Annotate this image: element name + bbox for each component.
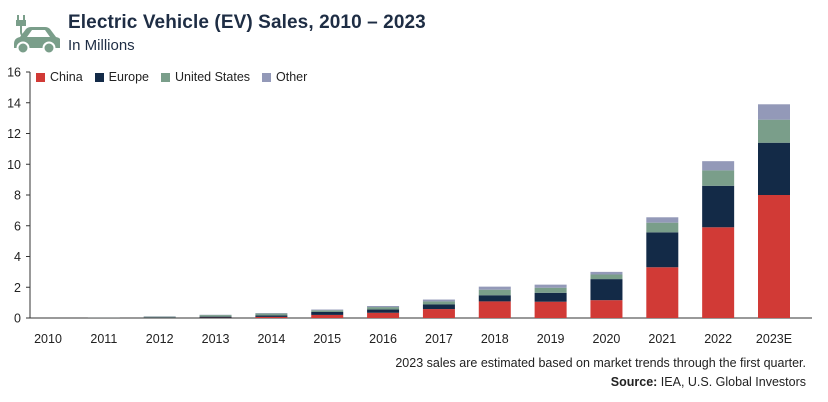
legend-label-united-states: United States (174, 70, 251, 84)
x-tick-label: 2017 (425, 332, 453, 346)
legend-item-united-states: United States (160, 70, 251, 84)
bar-segment-other (758, 104, 790, 120)
electric-car-charging-icon (14, 15, 60, 55)
legend-swatch-other (262, 72, 272, 82)
bar-segment-china (534, 301, 567, 318)
y-tick-label: 6 (14, 219, 21, 233)
source-text: IEA, U.S. Global Investors (660, 375, 806, 389)
bar-segment-europe (534, 292, 567, 302)
bar-segment-other (367, 306, 400, 308)
bar-segment-europe (311, 312, 344, 315)
y-tick-label: 4 (14, 250, 21, 264)
bar-segment-united-states (534, 287, 567, 293)
x-tick-label: 2013 (202, 332, 230, 346)
chart-header: Electric Vehicle (EV) Sales, 2010 – 2023… (8, 10, 426, 56)
bar-segment-other (478, 286, 511, 290)
y-tick-label: 10 (7, 158, 21, 172)
source-label: Source: (610, 375, 658, 389)
bar-segment-china (367, 312, 400, 318)
x-tick-label: 2018 (481, 332, 509, 346)
bar-segment-china (311, 314, 344, 318)
legend-item-china: China (36, 70, 83, 84)
legend-item-europe: Europe (94, 70, 149, 84)
bar-segment-china (646, 267, 679, 318)
x-tick-label: 2021 (648, 332, 676, 346)
x-tick-label: 2019 (537, 332, 565, 346)
chart-footnote: 2023 sales are estimated based on market… (395, 356, 806, 370)
legend-item-other: Other (262, 70, 307, 84)
y-tick-label: 2 (14, 281, 21, 295)
legend-label-china: China (50, 70, 83, 84)
bar-segment-other (702, 161, 735, 171)
x-tick-label: 2014 (257, 332, 285, 346)
chart-title: Electric Vehicle (EV) Sales, 2010 – 2023 (68, 12, 426, 33)
bar-segment-united-states (199, 315, 232, 317)
chart-subtitle: In Millions (68, 37, 135, 54)
bar-segment-united-states (143, 316, 176, 318)
x-tick-label: 2012 (146, 332, 174, 346)
x-tick-label: 2023E (756, 332, 792, 346)
legend-swatch-united-states (160, 72, 170, 82)
bar-segment-china (758, 195, 790, 318)
bar-segment-united-states (478, 289, 511, 296)
bar-segment-china (422, 309, 455, 318)
bar-segment-europe (367, 309, 400, 313)
x-tick-label: 2016 (369, 332, 397, 346)
y-tick-label: 0 (14, 312, 21, 326)
y-tick-label: 8 (14, 189, 21, 203)
bar-segment-other (311, 309, 344, 311)
x-tick-label: 2022 (704, 332, 732, 346)
bar-segment-other (646, 217, 679, 223)
bar-segment-other (534, 284, 567, 288)
legend-swatch-china (36, 72, 45, 82)
bar-segment-europe (478, 295, 511, 302)
y-tick-label: 14 (7, 96, 21, 110)
bar-segment-united-states (311, 310, 344, 313)
bar-segment-united-states (422, 301, 455, 305)
bar-segment-other (590, 271, 623, 275)
legend-swatch-europe (94, 72, 104, 82)
legend-label-europe: Europe (108, 70, 149, 84)
bar-segment-china (702, 227, 735, 318)
bar-segment-europe (758, 142, 790, 195)
bar-segment-europe (422, 304, 455, 310)
bar-segment-united-states (590, 274, 623, 280)
bar-segment-other (422, 299, 455, 302)
legend-label-other: Other (276, 70, 308, 84)
x-tick-label: 2015 (313, 332, 341, 346)
bar-segment-europe (646, 232, 679, 268)
bar-segment-china (478, 301, 511, 318)
y-tick-label: 12 (7, 127, 21, 141)
bar-segment-china (590, 300, 623, 318)
bar-segment-united-states (702, 170, 735, 186)
x-tick-label: 2020 (593, 332, 621, 346)
bar-segment-china (255, 316, 288, 318)
bar-segment-united-states (758, 119, 790, 143)
bar-segment-europe (702, 185, 735, 228)
bar-segment-europe (590, 279, 623, 301)
bar-segment-europe (199, 316, 232, 318)
x-tick-label: 2011 (90, 332, 117, 346)
x-tick-label: 2010 (34, 332, 62, 346)
bar-segment-united-states (255, 313, 288, 316)
bar-segment-united-states (367, 307, 400, 310)
chart-source: Source: IEA, U.S. Global Investors (611, 375, 806, 389)
chart-legend: China Europe United States Other (36, 70, 307, 84)
y-tick-label: 16 (7, 66, 21, 80)
bar-segment-europe (255, 315, 288, 317)
bar-segment-united-states (646, 222, 679, 233)
